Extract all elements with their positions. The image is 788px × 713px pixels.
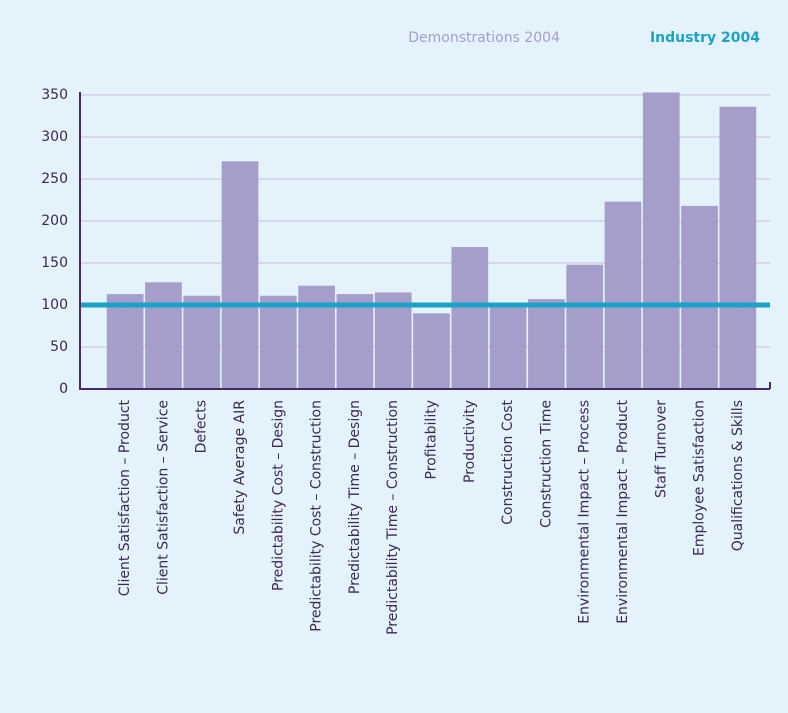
bar: [145, 282, 182, 389]
bar: [642, 92, 680, 389]
y-tick-label: 100: [41, 297, 68, 313]
bar: [183, 295, 221, 389]
x-tick-label: Predictability Time – Design: [347, 400, 363, 594]
x-tick-label: Client Satisfaction – Service: [155, 400, 171, 595]
y-tick-label: 250: [41, 171, 68, 187]
x-tick-label: Predictability Cost – Design: [270, 400, 286, 591]
x-tick-label: Predictability Cost – Construction: [309, 400, 325, 632]
bar: [413, 313, 450, 389]
x-tick-label: Profitability: [424, 400, 440, 479]
bar: [681, 205, 718, 389]
bar: [221, 161, 259, 389]
x-tick-label: Environmental Impact – Product: [615, 399, 631, 623]
x-tick-label: Construction Time: [538, 400, 554, 528]
bar: [336, 294, 374, 389]
x-tick-label: Employee Satisfaction: [692, 400, 708, 556]
x-tick-label: Construction Cost: [500, 399, 516, 524]
y-tick-label: 0: [59, 381, 68, 397]
bar: [451, 247, 489, 389]
bar: [566, 264, 604, 389]
x-tick-label: Predictability Time – Construction: [385, 400, 401, 635]
bar: [604, 201, 642, 389]
bar: [374, 292, 412, 389]
y-tick-label: 150: [41, 255, 68, 271]
x-tick-label: Defects: [194, 400, 210, 453]
bar: [259, 295, 297, 389]
x-tick-label: Safety Average AIR: [232, 400, 248, 535]
x-tick-label: Staff Turnover: [653, 400, 669, 498]
legend-label: Demonstrations 2004: [408, 30, 560, 46]
bar: [719, 106, 757, 389]
bar: [298, 285, 335, 389]
y-tick-label: 50: [50, 339, 68, 355]
legend-label: Industry 2004: [650, 30, 760, 46]
x-tick-label: Client Satisfaction – Product: [117, 399, 133, 596]
y-tick-label: 350: [41, 87, 68, 103]
x-tick-label: Qualifications & Skills: [730, 400, 746, 551]
y-tick-label: 300: [41, 129, 68, 145]
bar: [106, 294, 144, 389]
bar: [528, 299, 565, 389]
y-tick-label: 200: [41, 213, 68, 229]
x-tick-label: Environmental Impact – Process: [577, 400, 593, 624]
x-tick-label: Productivity: [462, 400, 478, 483]
bar: [489, 305, 527, 389]
